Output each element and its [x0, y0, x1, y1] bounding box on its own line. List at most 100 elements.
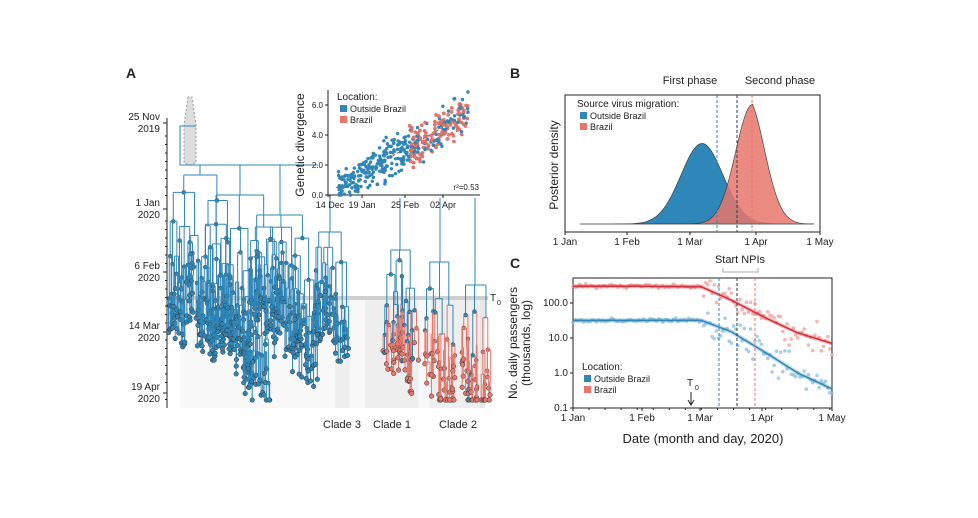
brazil-point	[718, 296, 723, 301]
outside-point	[399, 146, 403, 151]
tip	[313, 341, 319, 347]
brazil-point	[751, 312, 755, 316]
y-tick-label: 100.0	[543, 298, 568, 309]
outside-point	[343, 173, 348, 178]
tip	[227, 351, 233, 357]
outside-point	[403, 150, 407, 154]
brazil-point	[413, 130, 418, 135]
outside-point	[384, 152, 389, 156]
brazil-point	[594, 286, 599, 291]
outside-point	[793, 374, 798, 379]
time-label: 2019	[138, 124, 161, 135]
npi-bracket	[722, 268, 759, 273]
legend-swatch-brazil	[340, 116, 347, 123]
outside-point	[755, 334, 759, 339]
outside-point	[339, 193, 343, 197]
tip	[207, 351, 213, 357]
legend-label: Outside Brazil	[590, 111, 646, 121]
outside-point	[377, 160, 381, 164]
tip	[302, 362, 309, 368]
tip	[261, 392, 267, 398]
y-axis-label: Posterior density	[547, 120, 561, 209]
brazil-point	[442, 111, 446, 116]
brazil-point	[748, 300, 753, 305]
brazil-point	[445, 137, 450, 141]
tip	[424, 353, 430, 359]
outside-point	[459, 129, 464, 134]
x-tick-label: 14 Dec	[316, 200, 345, 210]
outside-point	[382, 159, 387, 164]
brazil-point	[783, 337, 787, 342]
tip	[428, 393, 435, 399]
plot-frame	[564, 94, 821, 233]
outside-point	[399, 149, 403, 154]
brazil-point	[802, 327, 806, 331]
tip	[182, 339, 188, 345]
brazil-point	[443, 131, 448, 135]
r2-annotation: r²=0.53	[453, 183, 479, 192]
legend-title: Location:	[337, 92, 378, 103]
outside-point	[441, 104, 445, 109]
tip	[314, 332, 320, 338]
brazil-point	[418, 159, 423, 164]
brazil-fit-line	[573, 285, 833, 345]
outside-point	[365, 171, 369, 175]
outside-point	[374, 167, 378, 171]
tip	[486, 397, 492, 403]
brazil-point	[409, 148, 414, 152]
brazil-point	[765, 309, 770, 314]
outside-point	[466, 90, 470, 94]
tip	[223, 332, 229, 338]
outside-point	[350, 181, 354, 185]
x-tick-label: 19 Jan	[348, 200, 375, 210]
tip	[337, 358, 343, 364]
panel-a-label: A	[126, 65, 136, 81]
outside-point	[396, 139, 400, 143]
outside-point	[361, 161, 366, 165]
outside-point	[336, 170, 341, 174]
outside-point	[344, 167, 348, 171]
legend-swatch-outside	[580, 112, 587, 119]
outside-point	[357, 166, 362, 170]
tip	[203, 317, 209, 323]
t0-arrow-icon	[687, 392, 695, 406]
brazil-point	[413, 155, 417, 159]
outside-point	[783, 349, 787, 353]
outside-point	[738, 323, 742, 327]
tip	[450, 386, 456, 392]
tip	[299, 374, 305, 380]
outside-point	[423, 147, 427, 152]
outside-point	[368, 160, 373, 164]
outside-point	[348, 193, 353, 197]
outside-point	[449, 117, 453, 121]
legend-swatch-outside	[584, 375, 591, 382]
tip	[277, 275, 283, 282]
y-tick-label: 6.0	[312, 101, 324, 110]
outside-point	[342, 178, 346, 182]
tip	[215, 329, 221, 335]
brazil-point	[701, 294, 706, 298]
outside-point	[352, 166, 357, 170]
outside-point	[383, 178, 387, 182]
tip	[260, 304, 267, 310]
clade-label: Clade 3	[323, 419, 361, 431]
second-phase-label: Second phase	[745, 75, 815, 87]
brazil-point	[729, 291, 734, 295]
outside-point	[772, 363, 777, 368]
tip	[233, 356, 240, 363]
brazil-point	[746, 310, 751, 315]
brazil-point	[813, 333, 817, 338]
panel-c-label: C	[510, 255, 520, 271]
brazil-point	[772, 315, 777, 320]
tip	[254, 317, 260, 323]
tip	[323, 325, 329, 331]
outside-point	[452, 114, 457, 118]
outside-point	[383, 182, 387, 186]
outside-point	[353, 189, 357, 193]
legend-label: Outside Brazil	[350, 104, 406, 114]
outside-point	[383, 166, 387, 170]
brazil-point	[706, 282, 710, 287]
outside-point	[397, 169, 401, 173]
brazil-point	[757, 309, 762, 314]
y-tick-label: 1.0	[554, 368, 568, 379]
